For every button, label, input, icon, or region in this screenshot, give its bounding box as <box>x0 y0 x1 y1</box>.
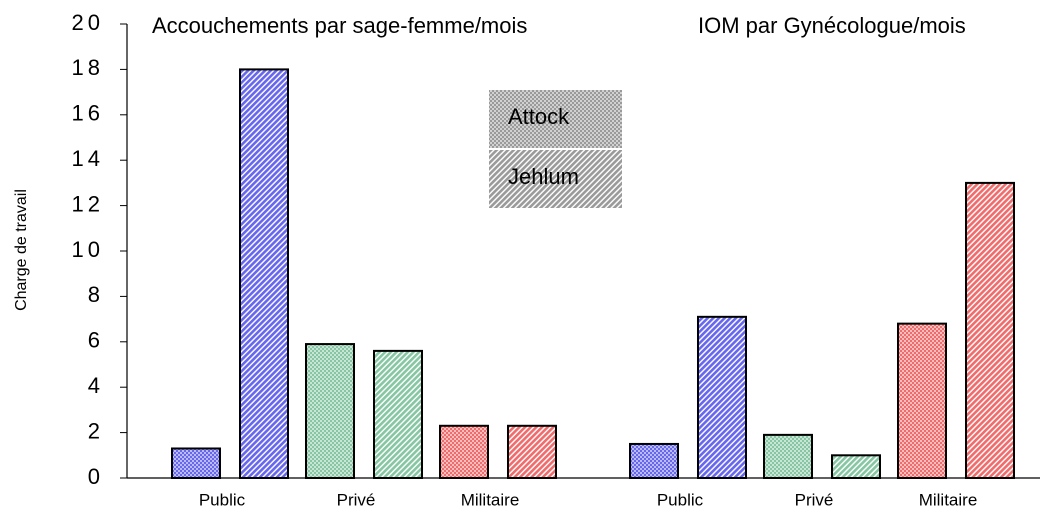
y-tick-label: 12 <box>72 191 104 216</box>
bar <box>965 181 1015 479</box>
x-tick-label: Privé <box>795 490 834 509</box>
bar <box>831 454 881 479</box>
x-tick-label: Public <box>199 490 246 509</box>
bar <box>763 433 813 479</box>
y-tick-label: 10 <box>72 237 104 262</box>
group-title: Accouchements par sage-femme/mois <box>152 13 527 38</box>
bar <box>507 424 557 480</box>
bar <box>897 322 947 480</box>
y-tick-label: 4 <box>88 373 104 398</box>
legend-label: Attock <box>508 104 570 129</box>
bar <box>305 343 355 479</box>
x-tick-label: Public <box>657 490 704 509</box>
legend-swatch <box>489 150 622 208</box>
bar <box>439 424 489 480</box>
group-title: IOM par Gynécologue/mois <box>698 13 966 38</box>
y-tick-label: 2 <box>88 418 104 443</box>
legend-label: Jehlum <box>508 164 579 189</box>
x-tick-label: Privé <box>337 490 376 509</box>
x-tick-label: Militaire <box>919 490 978 509</box>
y-tick-label: 14 <box>72 146 104 171</box>
y-tick-label: 8 <box>88 282 104 307</box>
x-tick-label: Militaire <box>461 490 520 509</box>
y-tick-label: 6 <box>88 328 104 353</box>
bar <box>171 447 221 479</box>
bar <box>697 315 747 479</box>
legend-swatch <box>489 90 622 148</box>
y-axis-label: Charge de travail <box>13 189 30 311</box>
y-tick-label: 18 <box>72 55 104 80</box>
y-tick-label: 16 <box>72 101 104 126</box>
bar <box>629 442 679 480</box>
bar <box>373 349 423 480</box>
y-tick-label: 0 <box>88 464 104 489</box>
y-tick-label: 20 <box>72 10 104 35</box>
bar <box>239 68 289 480</box>
